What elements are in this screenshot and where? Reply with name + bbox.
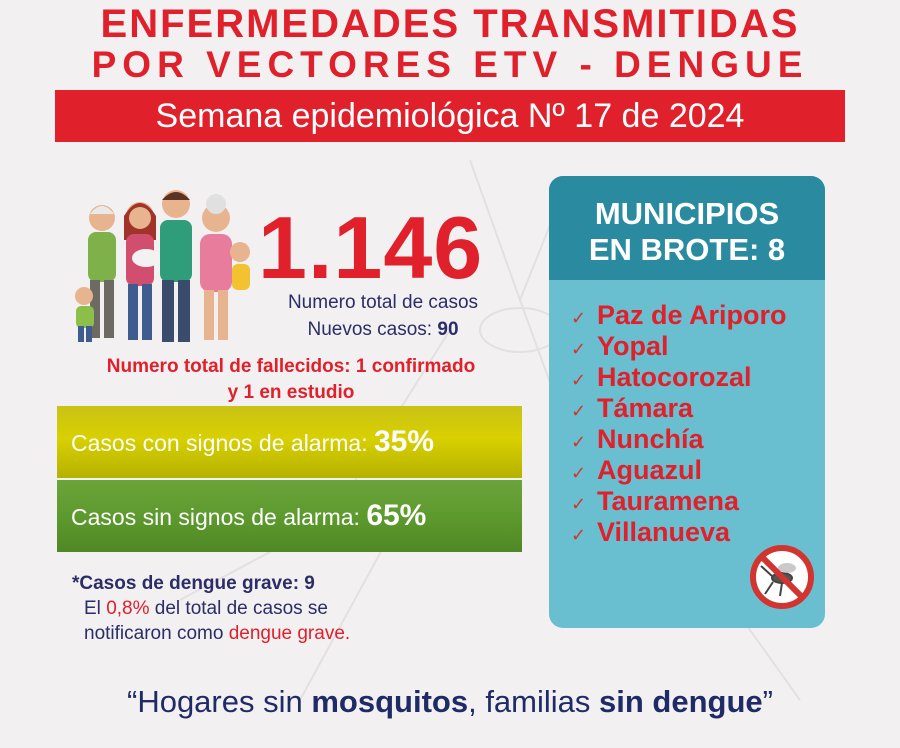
severe-percentage: 0,8% (106, 598, 150, 619)
checkmark-icon: ✓ (571, 463, 587, 483)
total-cases-number: 1.146 (258, 198, 484, 297)
municipality-name: Paz de Ariporo (597, 300, 787, 330)
slogan-part-2: mosquitos (311, 684, 469, 719)
slogan-open-quote: “ (126, 684, 138, 719)
severe-line2-prefix: El (84, 598, 101, 619)
severe-dengue-line-2: El 0,8% del total de casos se (84, 598, 328, 620)
municipalities-title-2: EN BROTE: 8 (588, 232, 786, 267)
severe-highlight: dengue grave. (228, 623, 351, 644)
slogan: “Hogares sin mosquitos, familias sin den… (0, 684, 900, 720)
checkmark-icon: ✓ (571, 401, 587, 421)
checkmark-icon: ✓ (571, 308, 587, 328)
slogan-part-4: sin dengue (599, 684, 763, 719)
municipality-name: Villanueva (597, 517, 731, 547)
alarm-signs-bar: Casos con signos de alarma: 35% (57, 406, 522, 478)
deaths-line-1: Numero total de fallecidos: 1 confirmado (106, 356, 476, 377)
checkmark-icon: ✓ (571, 525, 587, 545)
municipality-name: Tauramena (597, 486, 740, 516)
list-item: ✓ Hatocorozal (571, 362, 787, 393)
checkmark-icon: ✓ (571, 370, 587, 390)
list-item: ✓ Yopal (571, 331, 787, 362)
list-item: ✓ Tauramena (571, 486, 787, 517)
no-alarm-signs-value: 65% (366, 499, 427, 532)
severe-dengue-line-3: notificaron como dengue grave. (84, 623, 350, 645)
municipalities-title-1: MUNICIPIOS (594, 196, 780, 231)
severe-dengue-count: *Casos de dengue grave: 9 (72, 573, 315, 594)
total-cases-label: Numero total de casos (287, 292, 479, 313)
list-item: ✓ Nunchía (571, 424, 787, 455)
family-illustration (75, 190, 250, 342)
slogan-part-1: Hogares sin (137, 684, 303, 719)
slogan-close-quote: ” (762, 684, 773, 719)
severe-line3-prefix: notificaron como (84, 623, 224, 644)
new-cases-line: Nuevos casos: 90 (248, 319, 518, 341)
week-banner: Semana epidemiológica Nº 17 de 2024 (55, 90, 845, 142)
municipality-name: Hatocorozal (597, 362, 752, 392)
municipalities-panel: MUNICIPIOS EN BROTE: 8 ✓ Paz de Ariporo ✓… (549, 176, 825, 628)
municipality-name: Aguazul (597, 455, 702, 485)
deaths-line-2: y 1 en estudio (227, 382, 355, 403)
checkmark-icon: ✓ (571, 432, 587, 452)
new-cases-label: Nuevos casos: (307, 319, 433, 340)
municipalities-list: ✓ Paz de Ariporo ✓ Yopal ✓ Hatocorozal ✓ Tám… (571, 300, 787, 548)
municipality-name: Támara (597, 393, 694, 423)
title-line-2: POR VECTORES ETV - DENGUE (91, 44, 809, 85)
no-alarm-signs-bar: Casos sin signos de alarma: 65% (57, 480, 522, 552)
list-item: ✓ Paz de Ariporo (571, 300, 787, 331)
new-cases-value: 90 (437, 319, 459, 340)
severe-line2-suffix: del total de casos se (154, 598, 328, 619)
alarm-signs-label: Casos con signos de alarma: (71, 430, 368, 456)
list-item: ✓ Támara (571, 393, 787, 424)
checkmark-icon: ✓ (571, 339, 587, 359)
municipality-name: Yopal (597, 331, 669, 361)
municipalities-header: MUNICIPIOS EN BROTE: 8 (549, 176, 825, 280)
alarm-signs-value: 35% (374, 425, 435, 458)
no-alarm-signs-label: Casos sin signos de alarma: (71, 504, 360, 530)
list-item: ✓ Villanueva (571, 517, 787, 548)
municipality-name: Nunchía (597, 424, 704, 454)
title-line-1: ENFERMEDADES TRANSMITIDAS (100, 2, 800, 46)
list-item: ✓ Aguazul (571, 455, 787, 486)
checkmark-icon: ✓ (571, 494, 587, 514)
no-mosquito-icon (750, 545, 814, 609)
slogan-part-3: , familias (468, 684, 591, 719)
